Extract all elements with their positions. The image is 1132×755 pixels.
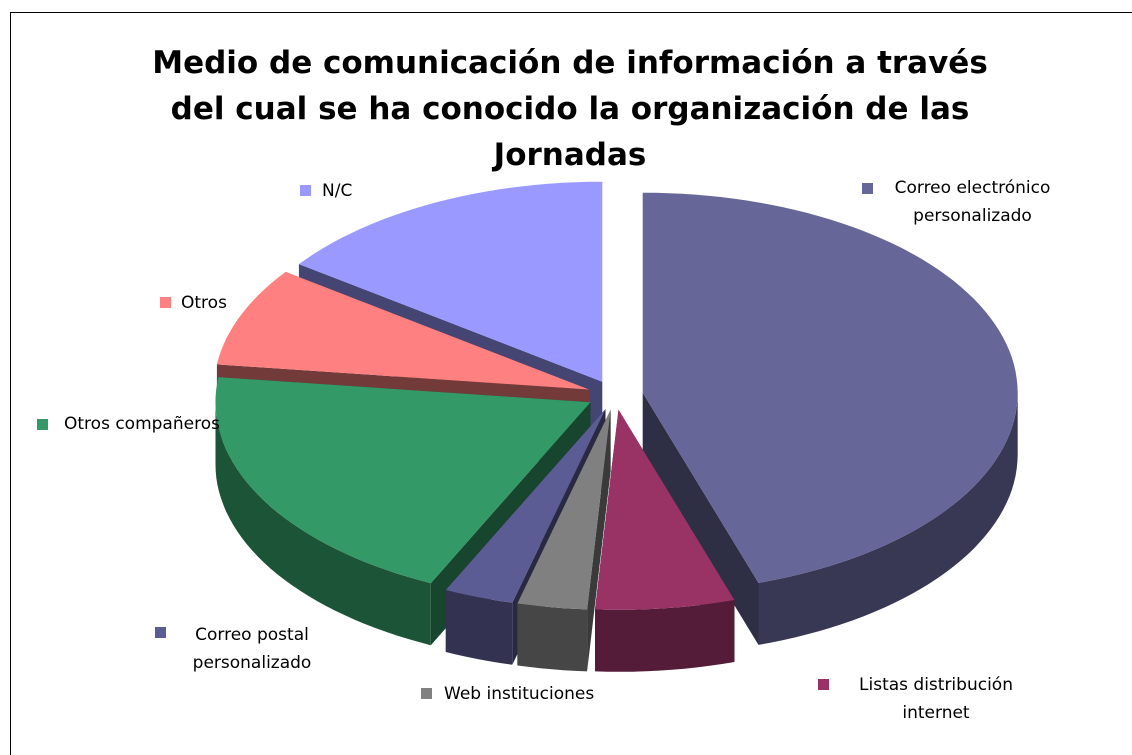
legend-label: Otros [181,293,227,313]
slice [298,181,603,382]
legend-swatch [862,183,873,194]
slice-wall [642,392,759,645]
slice [216,271,589,390]
legend-label: Otros compañeros [64,414,220,434]
chart-frame [10,12,1132,755]
legend-label: Correo postal personalizado [192,625,312,673]
slice [517,409,611,610]
legend-swatch [160,297,171,308]
legend-swatch [300,185,311,196]
legend-swatch [37,419,48,430]
slice [215,377,591,584]
legend-label: Listas distribución internet [859,675,1013,723]
slice-side [595,600,735,672]
slice-side [215,402,431,646]
legend-label: Correo electrónico personalizado [894,178,1051,226]
legend-swatch [818,679,829,690]
slice [595,409,735,610]
legend-swatch [155,627,166,638]
slice-side [758,392,1018,645]
legend-label: N/C [322,181,353,201]
slice-side [445,590,513,665]
slice-side [517,603,588,672]
legend-swatch [421,688,432,699]
slice [642,192,1018,583]
chart-title: Medio de comunicación de información a t… [152,45,988,173]
slice [445,409,606,603]
legend-label: Web instituciones [444,684,595,704]
